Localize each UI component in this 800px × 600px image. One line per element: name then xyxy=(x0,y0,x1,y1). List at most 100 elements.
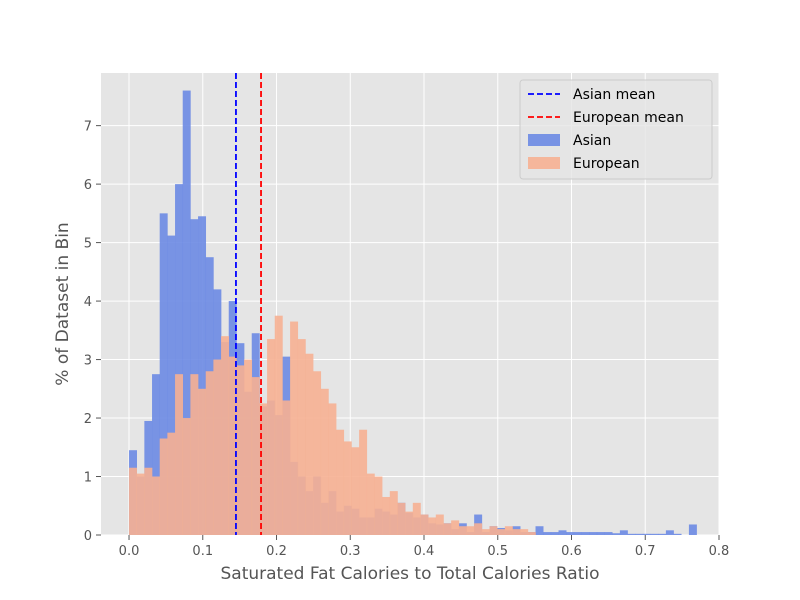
x-tick-label: 0.4 xyxy=(414,544,435,559)
histogram-bar-european xyxy=(290,321,299,535)
histogram-bar-european xyxy=(236,365,245,535)
histogram-bar-asian xyxy=(665,530,674,535)
histogram-bar-european xyxy=(182,418,191,535)
histogram-bar-european xyxy=(428,517,437,535)
histogram-bar-european xyxy=(198,388,207,535)
y-tick-label: 4 xyxy=(84,295,92,310)
histogram-bar-european xyxy=(374,476,383,535)
histogram-bar-european xyxy=(228,356,237,535)
histogram-bar-european xyxy=(274,315,283,535)
histogram-bar-european xyxy=(129,467,137,535)
histogram-bar-asian xyxy=(573,532,582,535)
histogram-bar-asian xyxy=(635,533,644,535)
y-tick-label: 1 xyxy=(84,471,92,486)
histogram-bar-european xyxy=(167,432,176,535)
x-tick-label: 0.1 xyxy=(192,544,213,559)
histogram-bar-asian xyxy=(535,526,544,535)
histogram-bar-european xyxy=(474,523,483,535)
histogram-bar-european xyxy=(297,339,306,535)
histogram-bar-european xyxy=(152,476,161,535)
legend-swatch-european xyxy=(528,157,560,169)
histogram-bar-european xyxy=(382,496,391,535)
histogram-bar-european xyxy=(305,353,314,535)
histogram-bar-european xyxy=(405,511,414,535)
x-tick-label: 0.8 xyxy=(709,544,730,559)
histogram-bar-asian xyxy=(566,532,575,535)
histogram-bar-asian xyxy=(650,533,659,535)
histogram-bar-european xyxy=(451,520,460,535)
histogram-bar-european xyxy=(159,438,168,535)
histogram-bar-asian xyxy=(167,235,176,535)
x-tick-label: 0.3 xyxy=(340,544,361,559)
histogram-bar-european xyxy=(251,377,260,535)
histogram-bar-european xyxy=(282,400,291,535)
histogram-bar-asian xyxy=(589,532,598,535)
histogram-bar-european xyxy=(351,447,360,535)
x-axis-ticks: 0.0 0.1 0.2 0.3 0.4 0.5 0.6 0.7 0.8 xyxy=(119,535,730,559)
histogram-bar-european xyxy=(205,371,214,535)
histogram-bar-asian xyxy=(619,530,628,535)
histogram-bar-asian xyxy=(581,532,590,535)
legend-label-asian-mean: Asian mean xyxy=(573,87,655,103)
histogram-bar-european xyxy=(366,473,375,535)
histogram-bar-european xyxy=(397,502,406,535)
x-axis-label: Saturated Fat Calories to Total Calories… xyxy=(221,564,600,584)
histogram-bar-asian xyxy=(604,532,613,535)
y-tick-label: 3 xyxy=(84,354,92,369)
histogram-bar-asian xyxy=(558,530,567,535)
histogram-bar-asian xyxy=(673,533,682,535)
histogram-bar-european xyxy=(244,359,253,535)
legend-label-asian: Asian xyxy=(573,133,611,149)
histogram-bar-asian xyxy=(612,533,621,535)
histogram-bar-european xyxy=(389,491,398,535)
legend-swatch-asian xyxy=(528,134,560,146)
histogram-bar-asian xyxy=(198,216,207,535)
histogram-bar-european xyxy=(520,529,529,535)
y-tick-label: 5 xyxy=(84,237,92,252)
histogram-bar-asian xyxy=(550,532,559,535)
series-european-bars xyxy=(129,315,536,535)
x-tick-label: 0.0 xyxy=(119,544,140,559)
y-axis-label: % of Dataset in Bin xyxy=(53,222,73,385)
histogram-bar-european xyxy=(512,529,521,535)
y-tick-label: 0 xyxy=(84,529,92,544)
y-axis-ticks: 0 1 2 3 4 5 6 7 xyxy=(84,120,101,544)
histogram-bar-european xyxy=(489,526,498,535)
histogram-bar-european xyxy=(259,403,268,535)
mean-lines xyxy=(235,73,262,535)
y-tick-label: 2 xyxy=(84,412,92,427)
legend: Asian mean European mean Asian European xyxy=(519,79,713,180)
histogram-bar-european xyxy=(175,374,184,535)
histogram-bar-european xyxy=(412,502,421,535)
histogram-bar-asian xyxy=(152,374,161,535)
histogram-bar-european xyxy=(336,429,345,535)
histogram-bar-european xyxy=(443,523,452,535)
legend-label-european-mean: European mean xyxy=(573,110,684,126)
y-tick-label: 7 xyxy=(84,120,92,135)
histogram-bars xyxy=(129,90,697,536)
histogram-bar-european xyxy=(497,529,506,535)
histogram-bar-european xyxy=(458,526,467,535)
histogram-bar-european xyxy=(481,529,490,535)
histogram-bar-european xyxy=(213,359,222,535)
x-tick-label: 0.5 xyxy=(487,544,508,559)
histogram-bar-european xyxy=(359,429,368,535)
histogram-bar-european xyxy=(320,388,329,535)
histogram-bar-asian xyxy=(182,90,191,535)
histogram-bar-european xyxy=(527,532,536,535)
histogram-bar-european xyxy=(267,339,276,535)
histogram-bar-asian xyxy=(688,524,697,535)
histogram-bar-european xyxy=(144,467,153,535)
histogram-bar-asian xyxy=(596,532,605,535)
histogram-bar-european xyxy=(466,526,475,535)
y-tick-label: 6 xyxy=(84,178,92,193)
histogram-bar-european xyxy=(190,374,199,535)
histogram-bar-european xyxy=(136,473,145,535)
x-tick-label: 0.7 xyxy=(635,544,656,559)
histogram-bar-european xyxy=(435,514,444,535)
histogram-bar-european xyxy=(343,441,352,535)
histogram-bar-asian xyxy=(543,532,552,535)
legend-label-european: European xyxy=(573,156,640,172)
histogram-bar-european xyxy=(313,371,322,535)
